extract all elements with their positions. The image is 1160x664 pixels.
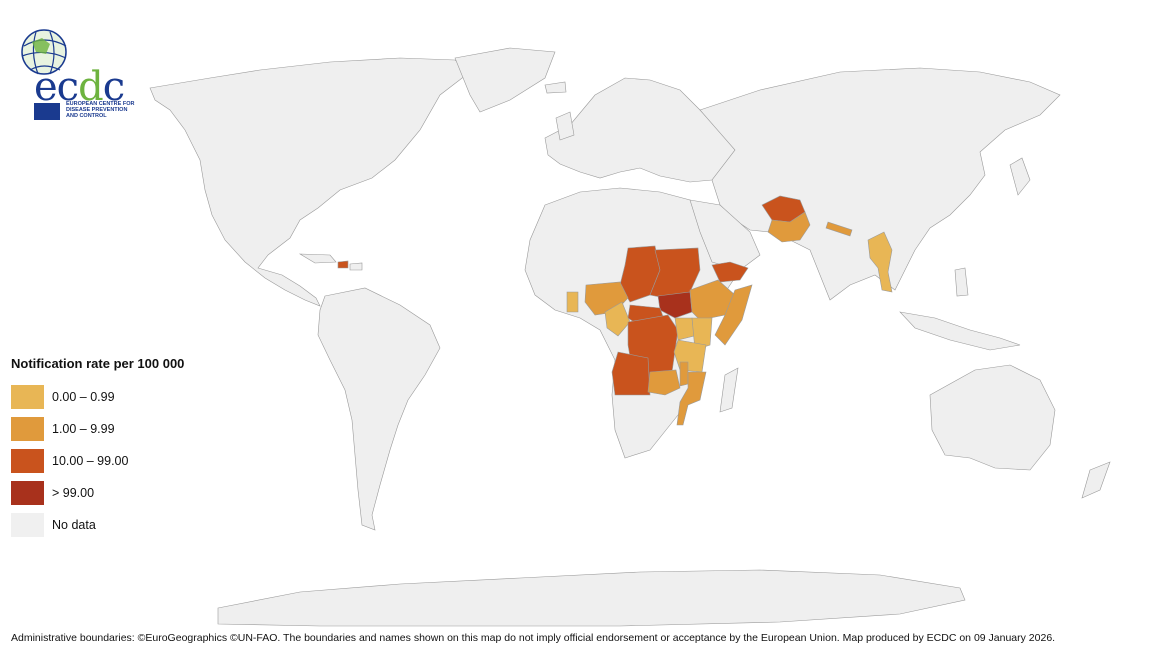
- country-uganda: [674, 317, 695, 341]
- country-somalia: [714, 284, 753, 346]
- legend-label: 10.00 – 99.00: [52, 454, 129, 468]
- iceland: [544, 81, 567, 94]
- legend-item: 0.00 – 0.99: [11, 381, 184, 413]
- new-zealand: [1081, 461, 1111, 499]
- japan: [1009, 157, 1031, 196]
- legend-swatch: [11, 481, 44, 505]
- antarctica: [217, 569, 966, 627]
- eu-flag-icon: [34, 103, 60, 120]
- country-angola: [611, 351, 651, 396]
- brand-subtitle: EUROPEAN CENTRE FOR DISEASE PREVENTION A…: [66, 101, 135, 119]
- legend-item: 1.00 – 9.99: [11, 413, 184, 445]
- europe: [544, 77, 736, 183]
- cuba: [298, 253, 337, 264]
- legend: Notification rate per 100 000 0.00 – 0.9…: [11, 356, 184, 541]
- country-malawi: [679, 361, 689, 387]
- legend-label: > 99.00: [52, 486, 95, 500]
- asia: [699, 67, 1061, 301]
- country-zambia: [647, 369, 681, 396]
- map-footer-disclaimer: Administrative boundaries: ©EuroGeograph…: [11, 632, 1056, 644]
- countries-with-data: [337, 195, 893, 426]
- country-nepal: [825, 221, 853, 237]
- country-ghana: [566, 291, 579, 313]
- country-yemen: [711, 261, 749, 283]
- uk: [555, 111, 575, 141]
- country-myanmar: [867, 231, 893, 293]
- country-tanzania: [673, 339, 707, 373]
- legend-label: No data: [52, 518, 96, 532]
- globe-icon: [21, 29, 67, 75]
- north-america: [149, 57, 471, 307]
- legend-item: > 99.00: [11, 477, 184, 509]
- legend-title: Notification rate per 100 000: [11, 356, 185, 371]
- country-mozambique: [676, 371, 707, 426]
- caribbean-island: [349, 262, 363, 271]
- country-cameroon: [604, 301, 631, 337]
- madagascar: [719, 367, 739, 413]
- legend-label: 0.00 – 0.99: [52, 390, 115, 404]
- brand-name: ecdc: [34, 64, 125, 110]
- legend-label: 1.00 – 9.99: [52, 422, 115, 436]
- indonesia: [899, 311, 1021, 351]
- legend-item: 10.00 – 99.00: [11, 445, 184, 477]
- country-kenya: [691, 317, 713, 351]
- legend-item: No data: [11, 509, 184, 541]
- legend-swatch: [11, 513, 44, 537]
- country-haiti: [337, 260, 349, 269]
- south-america: [317, 287, 441, 531]
- legend-swatch: [11, 417, 44, 441]
- greenland: [454, 47, 556, 113]
- country-pakistan: [767, 211, 811, 243]
- philippines: [954, 267, 969, 297]
- australia: [929, 364, 1056, 471]
- legend-swatch: [11, 385, 44, 409]
- legend-swatch: [11, 449, 44, 473]
- ecdc-logo: ecdc EUROPEAN CENTRE FOR DISEASE PREVENT…: [8, 24, 134, 124]
